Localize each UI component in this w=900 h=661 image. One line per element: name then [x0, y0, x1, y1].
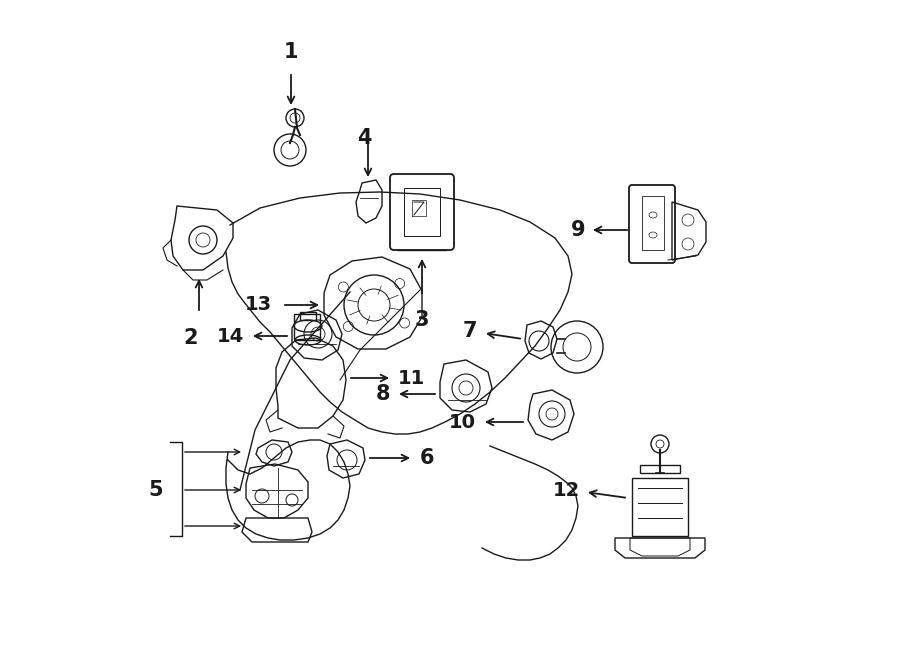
Text: 9: 9 — [571, 220, 585, 240]
Text: 14: 14 — [217, 327, 244, 346]
Bar — [640, 465, 680, 473]
Text: 8: 8 — [375, 384, 390, 404]
Bar — [294, 314, 320, 340]
Text: 5: 5 — [148, 480, 163, 500]
Text: 6: 6 — [420, 448, 435, 468]
Bar — [300, 312, 316, 320]
Bar — [404, 188, 440, 236]
Text: 2: 2 — [184, 328, 198, 348]
Text: 11: 11 — [398, 368, 425, 387]
Bar — [642, 196, 664, 250]
Bar — [632, 478, 688, 536]
Text: 7: 7 — [463, 321, 477, 341]
Text: 12: 12 — [553, 481, 580, 500]
Text: 13: 13 — [245, 295, 272, 315]
Text: 10: 10 — [449, 412, 476, 432]
Text: 1: 1 — [284, 42, 298, 62]
Text: 4: 4 — [356, 128, 371, 148]
Text: 3: 3 — [415, 310, 429, 330]
